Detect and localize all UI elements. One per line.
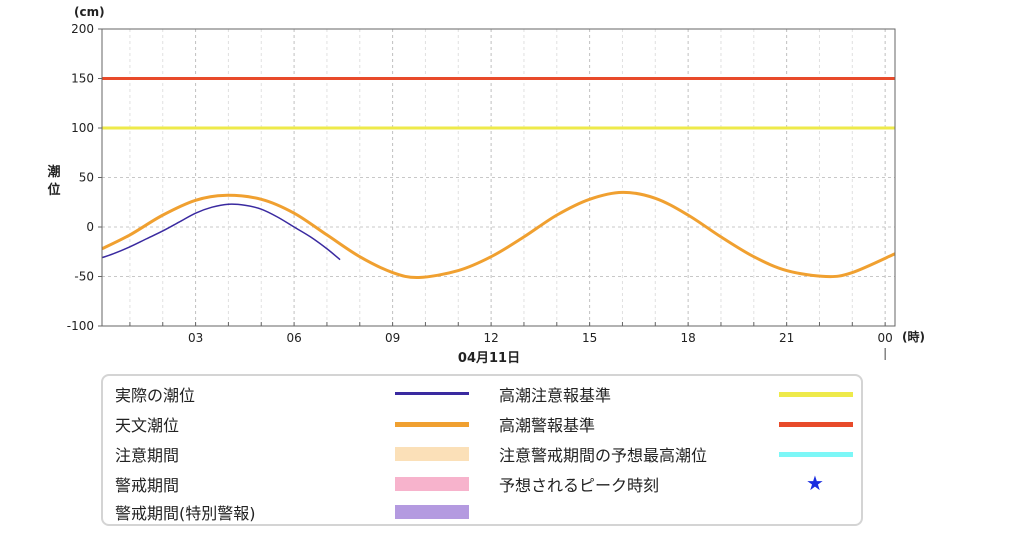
legend-item: 注意警戒期間の予想最高潮位 xyxy=(499,442,707,466)
legend-label: 予想されるピーク時刻 xyxy=(499,476,660,495)
x-axis-date-label: 04月11日 xyxy=(458,351,520,366)
y-tick-label: 50 xyxy=(79,171,94,185)
legend-item: 高潮注意報基準 xyxy=(499,382,611,406)
x-tick-label: 15 xyxy=(582,331,597,345)
legend-label: 高潮注意報基準 xyxy=(499,386,612,405)
legend-label: 警戒期間 xyxy=(115,476,180,495)
legend: 実際の潮位天文潮位注意期間警戒期間警戒期間(特別警報) 高潮注意報基準 高潮警報基準… xyxy=(101,374,863,526)
y-tick-label: 200 xyxy=(71,22,94,36)
x-tick-label: 03 xyxy=(188,331,203,345)
astronomical-tide-line xyxy=(101,190,896,280)
x-tick-label: 00 xyxy=(878,331,893,345)
x-tick-label: 21 xyxy=(779,331,794,345)
legend-label: 高潮警報基準 xyxy=(499,416,596,435)
x-tick-label: 12 xyxy=(483,331,498,345)
y-axis-label: 潮位 xyxy=(47,164,60,198)
legend-item: 警戒期間(特別警報) xyxy=(115,500,256,524)
y-tick-label: -100 xyxy=(67,319,94,333)
legend-item: 天文潮位 xyxy=(115,412,179,436)
y-tick-label: -50 xyxy=(74,270,94,284)
x-unit-label: (時) xyxy=(902,329,925,344)
legend-line-swatch xyxy=(779,452,853,457)
legend-item: 実際の潮位 xyxy=(115,382,195,406)
y-tick-label: 0 xyxy=(86,220,94,234)
legend-label: 天文潮位 xyxy=(115,416,180,435)
observed-tide-line xyxy=(101,203,341,261)
y-unit-label: (cm) xyxy=(74,5,105,19)
legend-item: 予想されるピーク時刻 xyxy=(499,472,659,496)
x-tick-label: 18 xyxy=(680,331,695,345)
x-tick-label: 06 xyxy=(286,331,301,345)
legend-label: 実際の潮位 xyxy=(115,386,196,405)
y-tick-label: 150 xyxy=(71,72,94,86)
legend-label: 注意期間 xyxy=(115,446,180,465)
legend-band-swatch xyxy=(395,505,469,519)
legend-band-swatch xyxy=(395,477,469,491)
legend-label: 警戒期間(特別警報) xyxy=(115,504,256,523)
legend-band-swatch xyxy=(395,447,469,461)
legend-label: 注意警戒期間の予想最高潮位 xyxy=(499,446,708,465)
star-icon: ★ xyxy=(806,471,824,495)
threshold-lines xyxy=(102,77,895,130)
y-tick-label: 100 xyxy=(71,121,94,135)
grid-lines xyxy=(102,28,895,327)
legend-item: 注意期間 xyxy=(115,442,179,466)
x-tick-label: 09 xyxy=(385,331,400,345)
tide-series xyxy=(101,190,896,280)
legend-line-swatch xyxy=(779,422,853,427)
y-axis-ticks: 200 150 100 50 0 -50 -100 xyxy=(67,22,102,333)
legend-line-swatch xyxy=(395,422,469,427)
legend-line-swatch xyxy=(779,392,853,397)
tide-chart: 200 150 100 50 0 -50 -100 03 06 09 12 15 18 21 00 (cm… xyxy=(47,5,925,366)
legend-item: 高潮警報基準 xyxy=(499,412,595,436)
legend-item: 警戒期間 xyxy=(115,472,179,496)
x-axis-ticks: 03 06 09 12 15 18 21 00 xyxy=(129,322,893,360)
legend-line-swatch xyxy=(395,392,469,395)
